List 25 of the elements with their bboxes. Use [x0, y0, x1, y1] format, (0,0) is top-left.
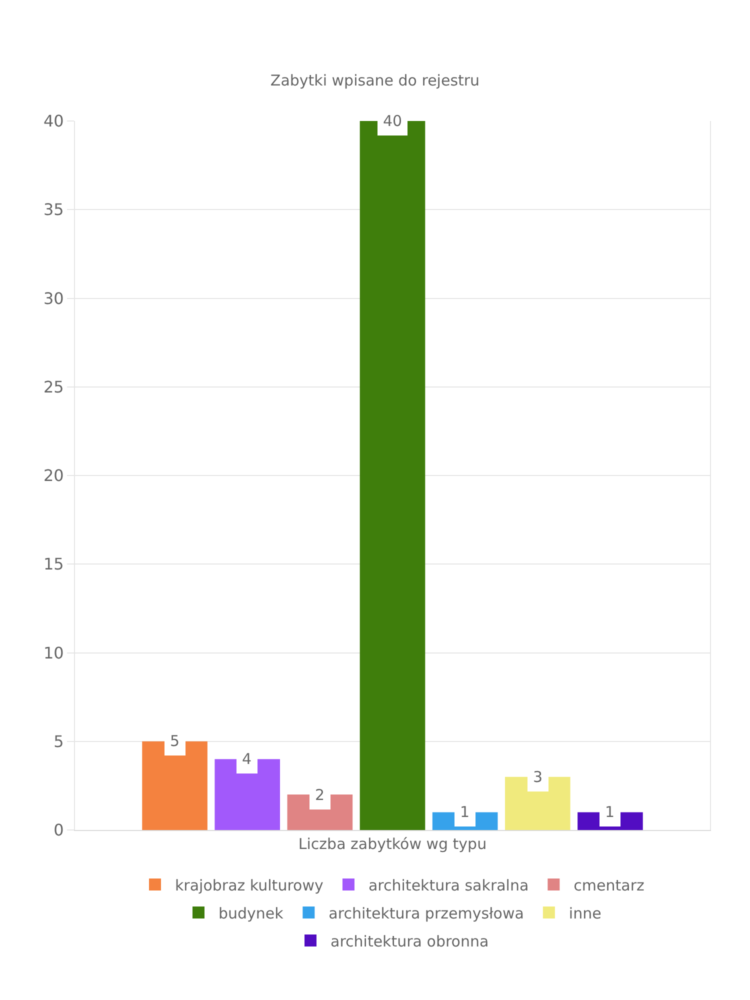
legend-label: architektura przemysłowa	[328, 904, 524, 922]
data-label: 4	[242, 750, 252, 768]
data-label: 1	[460, 803, 470, 821]
chart-title: Zabytki wpisane do rejestru	[270, 71, 480, 90]
y-tick-label: 5	[54, 732, 64, 751]
y-tick-label: 0	[54, 820, 64, 840]
data-label: 3	[533, 768, 543, 786]
legend-label: inne	[568, 904, 602, 922]
data-label: 1	[605, 803, 615, 821]
x-tick-label: Liczba zabytków wg typu	[298, 835, 487, 853]
legend-label: cmentarz	[574, 876, 645, 894]
y-tick-label: 25	[43, 377, 64, 396]
data-label: 40	[383, 112, 402, 130]
y-tick-label: 10	[43, 643, 64, 662]
y-tick-label: 35	[43, 200, 64, 220]
y-tick-label: 40	[43, 112, 64, 131]
data-label: 2	[315, 786, 325, 804]
y-tick-label: 15	[43, 554, 64, 574]
legend-label: budynek	[218, 904, 284, 922]
data-label: 5	[170, 732, 180, 750]
legend-label: architektura obronna	[330, 932, 489, 950]
legend-label: krajobraz kulturowy	[175, 876, 324, 894]
y-tick-label: 20	[43, 466, 64, 486]
y-tick-label: 30	[43, 288, 64, 308]
legend-label: architektura sakralna	[368, 876, 529, 894]
